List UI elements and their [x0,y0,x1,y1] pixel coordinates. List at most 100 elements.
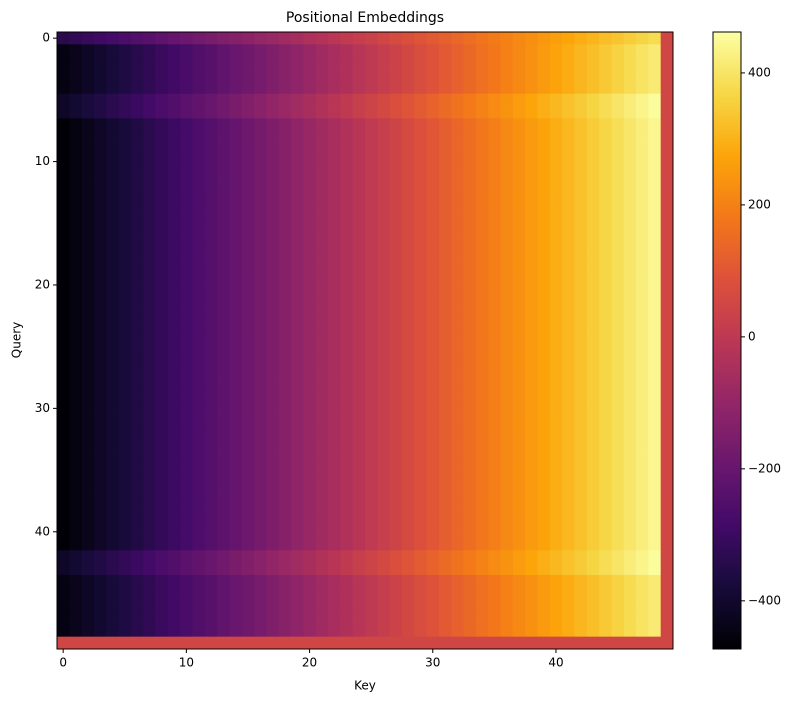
heatmap-cell [93,254,107,267]
heatmap-cell [352,315,366,329]
heatmap-cell [574,513,588,526]
heatmap-cell [488,352,501,366]
heatmap-cell [106,599,119,613]
heatmap-cell [254,303,267,317]
heatmap-cell [254,513,267,526]
heatmap-cell [180,414,193,428]
heatmap-cell [599,204,612,218]
heatmap-cell [574,389,588,403]
heatmap-cell [426,44,440,58]
heatmap-cell [204,513,218,526]
heatmap-cell [599,229,612,243]
heatmap-cell [636,537,649,551]
heatmap-cell [549,587,563,601]
heatmap-cell [623,155,637,169]
heatmap-cell [389,118,403,132]
heatmap-cell [143,69,156,82]
heatmap-cell [81,513,95,526]
heatmap-cell [599,488,612,502]
heatmap-cell [512,636,526,650]
heatmap-cell [463,155,477,169]
heatmap-cell [451,451,464,465]
heatmap-cell [254,488,267,502]
heatmap-cell [204,624,218,638]
heatmap-cell [611,130,625,144]
heatmap-cell [623,81,637,95]
heatmap-cell [660,513,674,526]
heatmap-cell [623,476,637,489]
heatmap-cell [192,217,206,230]
heatmap-cell [180,500,193,514]
heatmap-cell [623,254,637,267]
heatmap-cell [562,537,575,551]
heatmap-cell [93,439,107,452]
heatmap-cell [204,32,218,45]
heatmap-cell [315,143,329,156]
heatmap-cell [451,167,464,181]
heatmap-cell [303,315,317,329]
heatmap-cell [389,167,403,181]
heatmap-cell [414,587,427,601]
heatmap-cell [81,500,95,514]
heatmap-cell [389,93,403,107]
heatmap-cell [278,278,292,292]
heatmap-cell [167,574,181,588]
heatmap-cell [328,525,341,539]
heatmap-cell [303,303,317,317]
heatmap-cell [512,32,526,45]
heatmap-cell [365,180,378,193]
heatmap-cell [365,167,378,181]
heatmap-cell [660,254,674,267]
heatmap-cell [586,340,600,354]
heatmap-cell [438,439,452,452]
heatmap-cell [241,44,255,58]
heatmap-cell [365,229,378,243]
heatmap-cell [623,32,637,45]
heatmap-cell [426,389,440,403]
heatmap-cell [217,32,230,45]
heatmap-cell [254,476,267,489]
heatmap-cell [229,389,243,403]
heatmap-cell [106,266,119,280]
heatmap-cell [106,574,119,588]
heatmap-cell [130,562,144,576]
heatmap-cell [525,44,538,58]
heatmap-cell [81,611,95,625]
heatmap-cell [106,587,119,601]
heatmap-cell [475,229,489,243]
heatmap-cell [648,352,662,366]
heatmap-cell [241,328,255,341]
heatmap-cell [438,291,452,304]
heatmap-cell [155,340,169,354]
heatmap-cell [204,192,218,206]
heatmap-cell [574,44,588,58]
heatmap-cell [278,550,292,564]
heatmap-cell [389,611,403,625]
heatmap-cell [611,402,625,415]
heatmap-cell [426,611,440,625]
heatmap-cell [512,192,526,206]
heatmap-cell [217,217,230,230]
heatmap-cell [303,192,317,206]
heatmap-cell [636,56,649,70]
heatmap-cell [254,500,267,514]
heatmap-cell [648,328,662,341]
heatmap-cell [586,402,600,415]
heatmap-cell [180,352,193,366]
heatmap-cell [512,599,526,613]
heatmap-cell [106,155,119,169]
heatmap-cell [599,636,612,650]
heatmap-cell [389,44,403,58]
heatmap-cell [93,636,107,650]
heatmap-cell [180,587,193,601]
heatmap-cell [549,624,563,638]
heatmap-cell [401,241,415,255]
heatmap-cell [340,130,354,144]
heatmap-cell [217,204,230,218]
heatmap-cell [303,402,317,415]
heatmap-cell [254,463,267,477]
heatmap-cell [192,426,206,440]
heatmap-cell [106,377,119,391]
heatmap-cell [204,106,218,119]
heatmap-cell [291,106,304,119]
